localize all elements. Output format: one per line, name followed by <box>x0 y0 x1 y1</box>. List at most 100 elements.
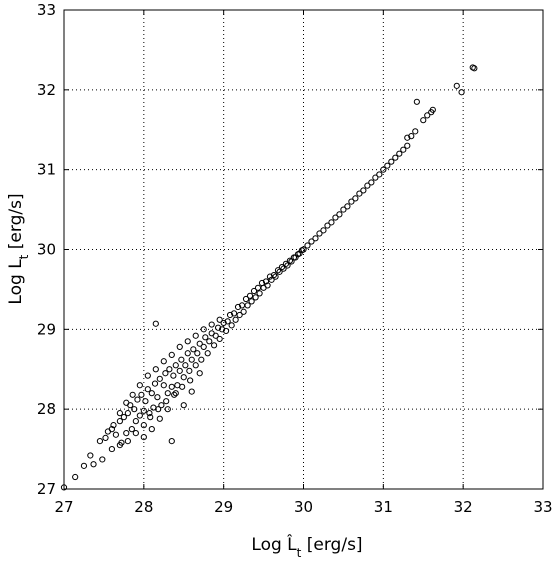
data-point <box>124 438 131 445</box>
data-point <box>218 326 226 333</box>
data-point <box>220 319 227 327</box>
data-point <box>206 338 213 345</box>
x-axis-label-main: Log L̂ <box>251 534 297 555</box>
data-point <box>129 391 136 398</box>
data-point <box>116 418 123 425</box>
data-points <box>60 64 478 491</box>
data-point <box>151 380 159 387</box>
data-point <box>240 308 247 315</box>
data-point <box>194 350 201 357</box>
data-point <box>124 410 131 417</box>
data-point <box>404 142 411 149</box>
x-tick-label: 28 <box>134 498 153 516</box>
data-point <box>384 162 391 169</box>
y-axis-label: Log Lt [erg/s] <box>6 193 31 304</box>
data-point <box>136 382 143 389</box>
data-point <box>147 414 154 421</box>
data-point <box>178 356 185 363</box>
data-point <box>272 273 279 280</box>
data-point <box>392 154 399 161</box>
data-point <box>116 441 123 449</box>
data-point <box>186 367 193 374</box>
data-point <box>116 410 123 417</box>
data-point <box>368 179 375 186</box>
data-point <box>87 452 94 459</box>
data-point <box>304 242 311 249</box>
data-point <box>300 246 307 253</box>
data-point <box>164 406 171 413</box>
data-point <box>190 346 197 353</box>
data-point <box>308 238 315 245</box>
y-tick-label: 28 <box>37 400 56 418</box>
data-point <box>388 158 395 165</box>
data-point <box>148 426 155 433</box>
y-axis-label-main: Log L <box>6 259 26 305</box>
data-point <box>131 406 138 413</box>
data-point <box>108 426 116 433</box>
data-point <box>99 456 106 463</box>
data-point <box>160 382 167 389</box>
y-axis-label-unit: [erg/s] <box>6 193 26 254</box>
data-point <box>138 391 145 398</box>
data-point <box>144 386 151 393</box>
data-point <box>364 182 371 189</box>
data-point <box>187 377 194 384</box>
data-point <box>244 302 251 309</box>
data-point <box>420 117 427 124</box>
data-point <box>164 390 171 397</box>
data-point <box>132 418 139 425</box>
data-point <box>356 190 363 197</box>
data-point <box>212 332 219 339</box>
data-point <box>184 350 191 357</box>
y-tick-label: 31 <box>37 161 56 179</box>
y-tick-label: 33 <box>37 1 56 19</box>
data-point <box>372 174 379 181</box>
x-axis-label-unit: [erg/s] <box>301 535 362 555</box>
data-point <box>180 402 187 409</box>
tick-labels: 27 28 29 30 31 32 33 27 28 29 30 31 32 33 <box>37 1 553 516</box>
data-point <box>248 298 255 305</box>
y-tick-label: 29 <box>37 320 56 338</box>
data-point <box>154 394 161 401</box>
data-point <box>424 112 431 119</box>
y-tick-label: 30 <box>37 241 56 259</box>
data-point <box>172 390 179 397</box>
data-point <box>412 128 419 135</box>
data-point <box>198 356 205 363</box>
data-point <box>210 342 218 349</box>
data-point <box>112 431 119 438</box>
data-point <box>168 351 175 358</box>
data-point <box>140 407 147 414</box>
data-point <box>396 150 403 157</box>
data-point <box>184 338 191 345</box>
data-point <box>280 265 287 272</box>
data-point <box>216 335 223 343</box>
data-point <box>222 327 230 335</box>
data-point <box>224 318 231 325</box>
data-point <box>132 430 139 437</box>
data-point <box>192 362 199 369</box>
data-point <box>256 290 263 297</box>
data-point <box>188 356 195 363</box>
data-point <box>156 415 163 422</box>
data-point <box>274 267 282 274</box>
data-point <box>123 430 130 437</box>
data-point <box>268 276 275 283</box>
data-point <box>204 350 211 357</box>
data-point <box>163 398 170 405</box>
data-point <box>196 340 203 347</box>
data-point <box>155 406 162 413</box>
data-point <box>102 434 109 442</box>
data-point <box>458 89 465 96</box>
data-point <box>376 171 383 178</box>
data-point <box>282 260 290 267</box>
data-point <box>142 398 149 405</box>
data-point <box>144 372 151 379</box>
data-point <box>252 294 259 301</box>
data-point <box>176 343 183 350</box>
x-tick-label: 32 <box>454 498 473 516</box>
data-point <box>320 227 327 234</box>
data-point <box>328 219 335 226</box>
